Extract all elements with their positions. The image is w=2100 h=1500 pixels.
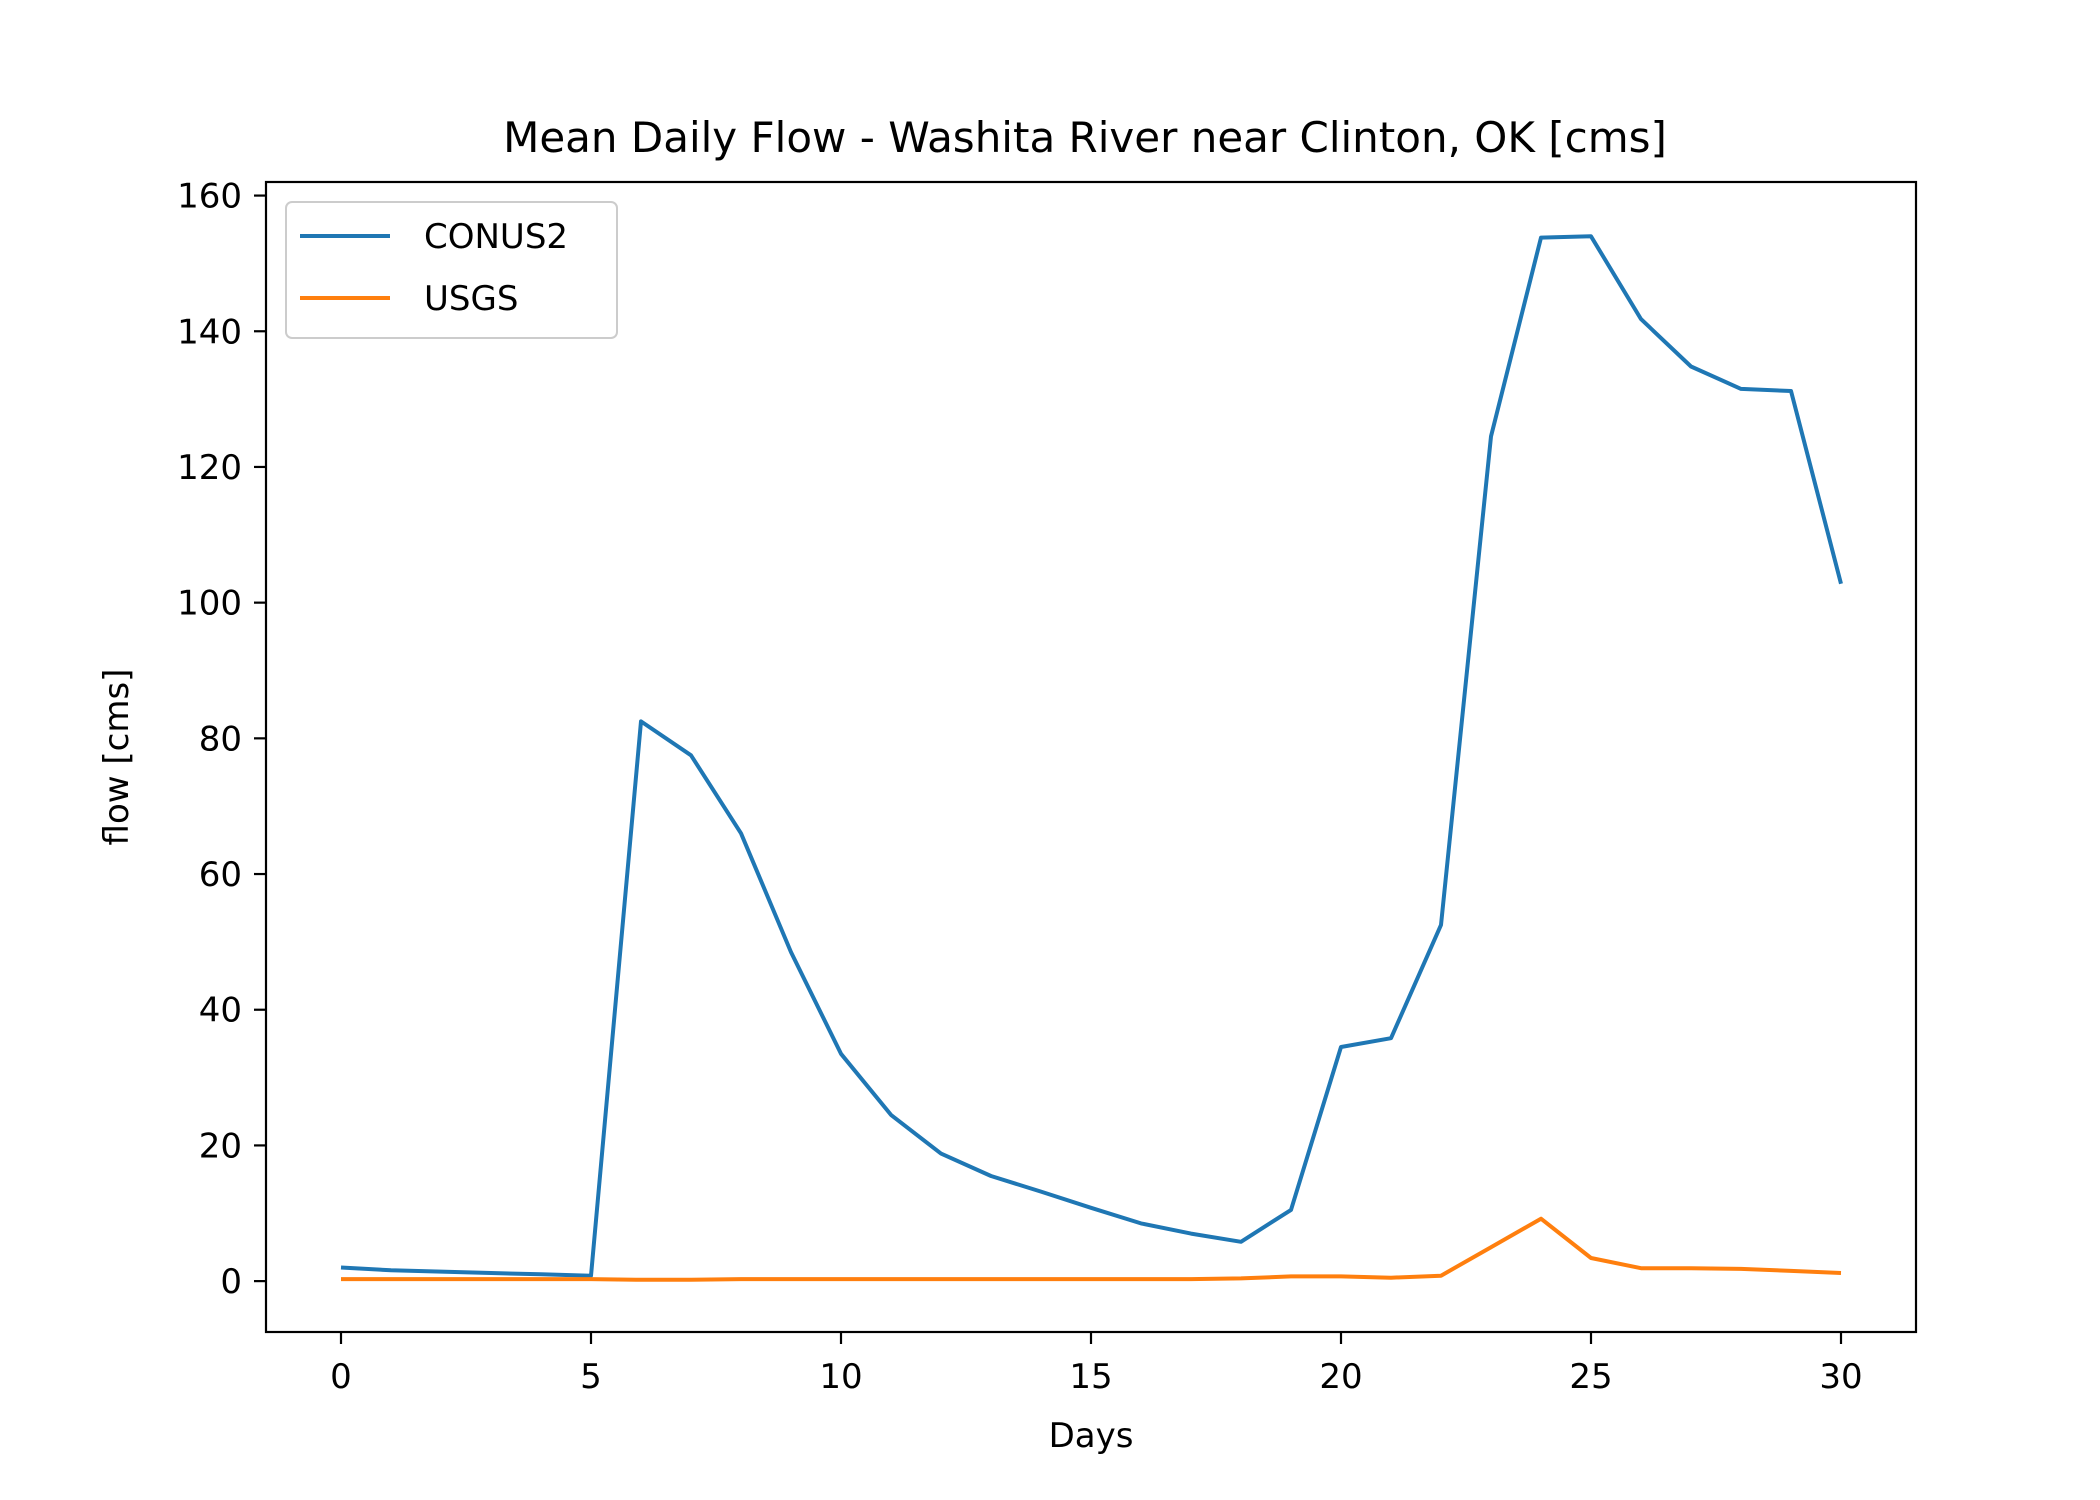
- x-tick-label: 10: [819, 1357, 862, 1397]
- series-layer: [340, 234, 1843, 1282]
- y-tick-label: 120: [177, 448, 242, 488]
- x-tick-label: 0: [330, 1357, 352, 1397]
- y-tick-label: 100: [177, 584, 242, 624]
- x-tick-label: 20: [1319, 1357, 1362, 1397]
- y-tick-label: 20: [199, 1126, 242, 1166]
- y-tick-label: 60: [199, 855, 242, 895]
- y-tick-label: 40: [199, 991, 242, 1031]
- plot-frame: [264, 180, 1918, 1334]
- x-tick-label: 25: [1569, 1357, 1612, 1397]
- y-tick-label: 160: [177, 177, 242, 217]
- x-tick-label: 15: [1069, 1357, 1112, 1397]
- legend-entry-conus2: CONUS2: [424, 217, 568, 257]
- x-tick-label: 5: [580, 1357, 602, 1397]
- series-line-conus2: [340, 234, 1843, 1278]
- x-axis-label: Days: [1049, 1416, 1134, 1456]
- series-line-usgs: [341, 1216, 1842, 1282]
- y-tick-label: 80: [199, 719, 242, 759]
- y-tick-label: 0: [220, 1262, 242, 1302]
- x-tick-label: 30: [1819, 1357, 1862, 1397]
- y-axis-label: flow [cms]: [97, 669, 137, 846]
- chart-title: Mean Daily Flow - Washita River near Cli…: [503, 113, 1667, 162]
- axes-layer: 0 5 10 15 20 25 30 0 20 40 60 80 100 120 140 160: [177, 177, 1863, 1397]
- legend: CONUS2 USGS: [285, 201, 618, 339]
- y-tick-label: 140: [177, 312, 242, 352]
- legend-entry-usgs: USGS: [424, 279, 518, 319]
